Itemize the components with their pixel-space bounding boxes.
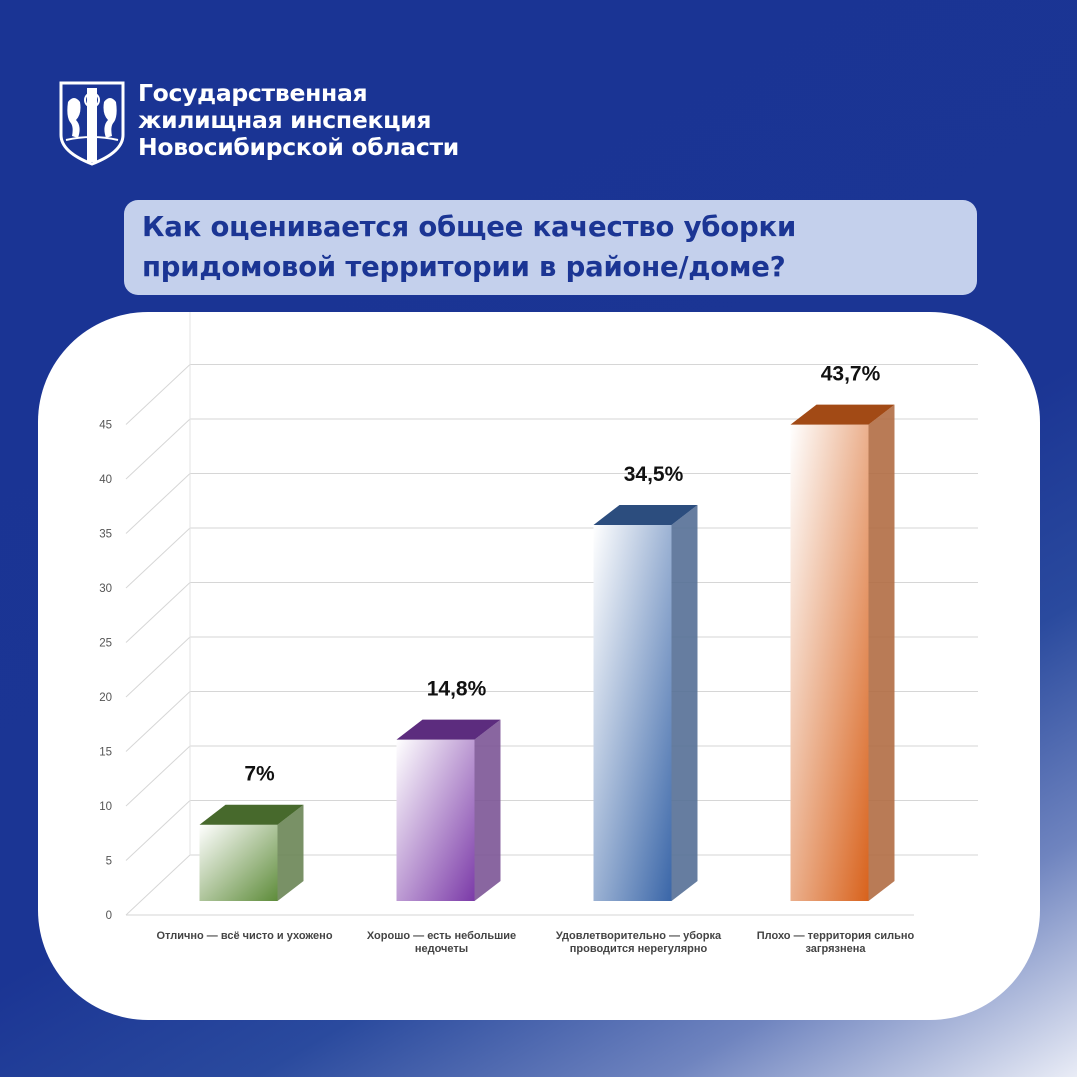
bar-front (396, 739, 475, 901)
bar-side-shade (868, 404, 895, 901)
organization-name: Государственная жилищная инспекция Новос… (138, 80, 459, 161)
bar-top (199, 804, 304, 825)
gridline-diagonal (125, 745, 191, 807)
y-tick-label: 15 (99, 747, 112, 759)
question-line-1: Как оценивается общее качество уборки (142, 211, 797, 243)
bar-side-shade (671, 504, 698, 901)
question-line-2: придомовой территории в районе/доме? (142, 251, 786, 283)
org-line-2: жилищная инспекция (138, 106, 432, 134)
data-label: 7% (244, 763, 275, 786)
bar-side (277, 804, 304, 901)
question-banner: Как оценивается общее качество уборки пр… (124, 200, 977, 295)
bar-2 (396, 719, 501, 901)
bar-4 (790, 404, 895, 901)
coat-of-arms-icon (59, 81, 125, 166)
gridline-diagonal (125, 691, 191, 752)
x-tick-label: Отлично — всё чисто и ухожено (156, 930, 332, 942)
gridline-diagonal (125, 582, 191, 643)
bar-side-shade (277, 804, 304, 901)
y-tick-label: 25 (99, 638, 112, 650)
bar-front (790, 424, 869, 901)
bar-front (593, 524, 672, 901)
y-tick-label: 5 (106, 856, 112, 868)
data-label: 43,7% (821, 363, 881, 386)
x-tick-label: проводится нерегулярно (570, 943, 708, 955)
y-tick-label: 30 (99, 583, 112, 595)
gridline-diagonal (125, 364, 191, 425)
gridline-diagonal (125, 854, 191, 916)
data-label: 34,5% (624, 463, 684, 486)
bar-chart: 0 5 10 15 20 25 30 35 40 45 7% Отлично — всё чисто … (99, 312, 978, 955)
bar-top (790, 404, 895, 425)
bar-side (868, 404, 895, 901)
x-tick-label: недочеты (415, 943, 468, 955)
y-tick-label: 35 (99, 529, 112, 541)
y-tick-label: 45 (99, 420, 112, 432)
bar-side-shade (474, 719, 501, 901)
bar-top (396, 719, 501, 740)
y-tick-label: 10 (99, 801, 112, 813)
bar-front (199, 824, 278, 901)
org-line-3: Новосибирской области (138, 133, 459, 161)
chart-card: 0 5 10 15 20 25 30 35 40 45 7% Отлично — всё чисто … (38, 312, 1040, 1020)
x-tick-label: загрязнена (805, 943, 866, 955)
y-tick-label: 40 (99, 474, 112, 486)
y-tick-label: 0 (106, 910, 112, 922)
gridline-diagonal (125, 473, 191, 534)
x-tick-label: Удовлетворительно — уборка (556, 930, 722, 942)
gridline-diagonal (125, 418, 191, 480)
org-line-1: Государственная (138, 79, 368, 107)
bar-1 (199, 804, 304, 901)
bar-top (593, 504, 698, 525)
bar-side (474, 719, 501, 901)
gridline-diagonal (125, 527, 191, 589)
x-tick-label: Хорошо — есть небольшие (367, 930, 516, 942)
bar-side (671, 504, 698, 901)
x-tick-label: Плохо — территория сильно (757, 930, 915, 942)
data-label: 14,8% (427, 678, 487, 701)
bar-3 (593, 504, 698, 901)
y-tick-label: 20 (99, 692, 112, 704)
gridline-diagonal (125, 800, 191, 861)
gridline-diagonal (125, 636, 191, 698)
